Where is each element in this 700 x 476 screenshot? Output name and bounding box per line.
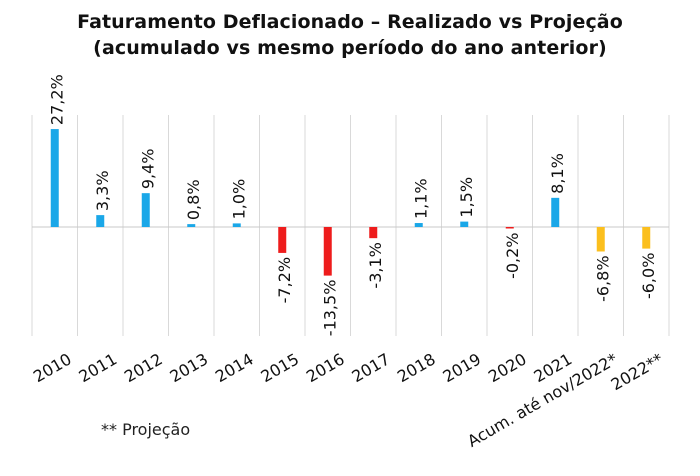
x-tick-label: 2018 bbox=[394, 349, 439, 386]
x-tick-label: 2014 bbox=[212, 349, 257, 386]
data-label: 27,2% bbox=[48, 74, 67, 125]
footnote: ** Projeção bbox=[101, 420, 191, 439]
x-tick-label: 2013 bbox=[166, 349, 211, 386]
data-label: 3,3% bbox=[93, 170, 112, 211]
x-tick-label: 2016 bbox=[303, 349, 348, 386]
bar-2014 bbox=[232, 223, 241, 227]
data-label: 8,1% bbox=[548, 153, 567, 194]
bars-group bbox=[50, 129, 651, 276]
bar-acum-at-nov-2022 bbox=[596, 227, 605, 252]
x-tick-label: 2012 bbox=[121, 349, 166, 386]
bar-2012 bbox=[141, 193, 150, 227]
data-label: 9,4% bbox=[139, 149, 158, 190]
bar-2016 bbox=[323, 227, 332, 276]
bar-2020 bbox=[505, 227, 514, 229]
bar-2011 bbox=[96, 215, 105, 227]
bar-2021 bbox=[551, 197, 560, 227]
x-tick-label: 2022** bbox=[608, 349, 667, 394]
x-tick-label: 2015 bbox=[257, 349, 302, 386]
chart-title: Faturamento Deflacionado – Realizado vs … bbox=[77, 11, 623, 33]
data-label: -7,2% bbox=[275, 257, 294, 303]
bar-2015 bbox=[278, 227, 287, 253]
bar-2022 bbox=[642, 227, 651, 249]
category-dividers bbox=[31, 115, 670, 336]
data-label: -13,5% bbox=[321, 280, 340, 337]
bar-2010 bbox=[50, 129, 59, 227]
bar-2018 bbox=[414, 223, 423, 227]
bar-2017 bbox=[369, 227, 378, 239]
data-label: 0,8% bbox=[184, 179, 203, 220]
data-label: -6,0% bbox=[639, 253, 658, 299]
x-tick-label: 2010 bbox=[30, 349, 75, 386]
bar-2013 bbox=[187, 224, 196, 227]
data-label: 1,0% bbox=[230, 179, 249, 220]
data-label: -0,2% bbox=[503, 233, 522, 279]
data-label: 1,5% bbox=[457, 177, 476, 218]
x-tick-label: 2017 bbox=[348, 349, 393, 386]
chart-subtitle: (acumulado vs mesmo período do ano anter… bbox=[93, 37, 607, 59]
x-tick-label: 2020 bbox=[485, 349, 530, 386]
x-tick-label: 2011 bbox=[75, 349, 120, 386]
data-label: -6,8% bbox=[594, 255, 613, 301]
data-label: 1,1% bbox=[412, 178, 431, 219]
data-label: -3,1% bbox=[366, 242, 385, 288]
data-labels-group: 27,2% 3,3% 9,4% 0,8% 1,0% -7,2% -13,5% -3,1% 1,1… bbox=[48, 74, 659, 336]
bar-2019 bbox=[460, 221, 469, 227]
x-tick-label: 2019 bbox=[439, 349, 484, 386]
